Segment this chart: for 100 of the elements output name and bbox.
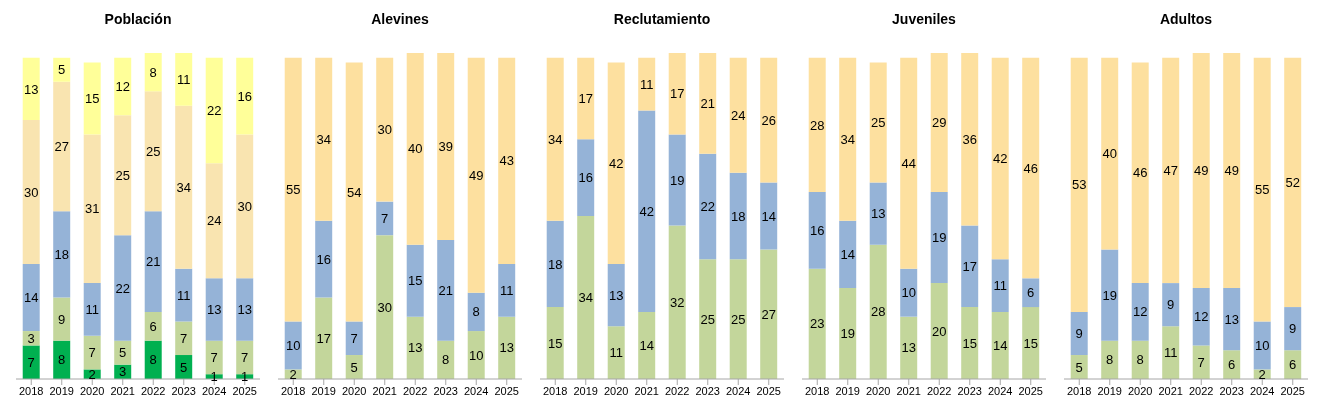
bar: [53, 297, 71, 341]
data-label: 22: [206, 103, 222, 119]
data-label: 13: [499, 340, 514, 356]
bar: [53, 211, 71, 298]
data-label: 14: [992, 338, 1008, 354]
x-tick-label: 2024: [202, 384, 227, 397]
data-label: 5: [1075, 359, 1083, 375]
data-label: 18: [54, 246, 69, 262]
data-label: 34: [316, 131, 331, 147]
bar: [729, 259, 747, 379]
bar: [1192, 345, 1210, 379]
data-label: 5: [180, 359, 188, 375]
data-label: 8: [442, 352, 450, 368]
data-label: 53: [1071, 177, 1087, 193]
bar: [1162, 57, 1180, 284]
bar: [1101, 57, 1119, 250]
data-label: 17: [316, 330, 331, 346]
bar: [406, 244, 424, 317]
bar: [345, 62, 363, 322]
chart-title: Reclutamiento: [612, 10, 712, 29]
data-label: 14: [23, 290, 39, 306]
bar: [144, 53, 162, 92]
x-tick-label: 2022: [403, 384, 428, 397]
x-tick-label: 2023: [433, 384, 458, 397]
data-label: 11: [85, 302, 99, 318]
data-label: 13: [407, 340, 423, 356]
data-label: 47: [1163, 163, 1178, 179]
x-tick-label: 2021: [110, 384, 135, 397]
bar: [406, 316, 424, 379]
x-tick-label: 2022: [141, 384, 166, 397]
bar: [1223, 53, 1241, 288]
data-label: 15: [962, 335, 977, 351]
bar: [144, 211, 162, 312]
x-tick-label: 2018: [1067, 384, 1092, 397]
x-tick-label: 2024: [726, 384, 751, 397]
data-label: 24: [730, 107, 746, 123]
data-label: 55: [285, 182, 301, 198]
data-label: 11: [639, 76, 654, 92]
data-label: 21: [438, 282, 453, 298]
data-label: 25: [115, 167, 130, 183]
bar: [437, 53, 455, 240]
bar: [1131, 283, 1149, 341]
data-label: 11: [176, 287, 191, 303]
chart-title: Población: [103, 10, 173, 29]
bar: [991, 259, 1009, 312]
bar: [236, 57, 254, 135]
x-tick-label: 2020: [80, 384, 105, 397]
data-label: 13: [206, 302, 222, 318]
data-label: 34: [176, 179, 191, 195]
bar: [315, 220, 333, 298]
x-tick-label: 2022: [665, 384, 690, 397]
bar: [1022, 307, 1040, 379]
bar: [1284, 57, 1302, 308]
bar: [114, 115, 132, 236]
data-label: 8: [149, 352, 157, 368]
bar: [869, 182, 887, 245]
bar: [869, 244, 887, 379]
bar: [699, 53, 717, 154]
data-label: 34: [578, 290, 593, 306]
x-tick-label: 2025: [494, 384, 519, 397]
data-label: 7: [27, 354, 35, 370]
bar: [1253, 321, 1271, 370]
bar: [437, 239, 455, 341]
bar: [1162, 326, 1180, 379]
x-tick-label: 2023: [957, 384, 982, 397]
data-label: 17: [669, 86, 685, 102]
bar: [668, 225, 686, 379]
bar: [808, 268, 826, 379]
bar: [1070, 311, 1088, 356]
bar: [760, 182, 778, 250]
bar: [839, 57, 857, 221]
bar: [1253, 57, 1271, 322]
chart-title: Adultos: [1158, 10, 1214, 29]
x-tick-label: 2023: [695, 384, 720, 397]
bar: [22, 345, 40, 379]
data-label: 17: [578, 91, 593, 107]
data-label: 23: [809, 316, 825, 332]
bar: [205, 163, 223, 279]
data-label: 18: [730, 208, 746, 224]
x-tick-label: 2019: [573, 384, 598, 397]
bar: [577, 57, 595, 140]
bar: [467, 57, 485, 293]
data-label: 9: [58, 311, 66, 327]
bar: [699, 259, 717, 379]
data-label: 10: [468, 347, 484, 363]
data-label: 2: [1258, 366, 1266, 382]
data-label: 7: [210, 350, 218, 366]
bar: [577, 216, 595, 379]
bar: [900, 57, 918, 269]
bar: [205, 57, 223, 164]
bar: [839, 287, 857, 379]
data-label: 7: [241, 350, 249, 366]
bar: [114, 57, 132, 116]
bar: [345, 321, 363, 356]
bar: [546, 307, 564, 379]
bar: [175, 321, 193, 356]
data-label: 2: [88, 366, 96, 382]
data-label: 5: [58, 62, 66, 78]
data-label: 13: [901, 340, 916, 356]
bar: [991, 311, 1009, 379]
